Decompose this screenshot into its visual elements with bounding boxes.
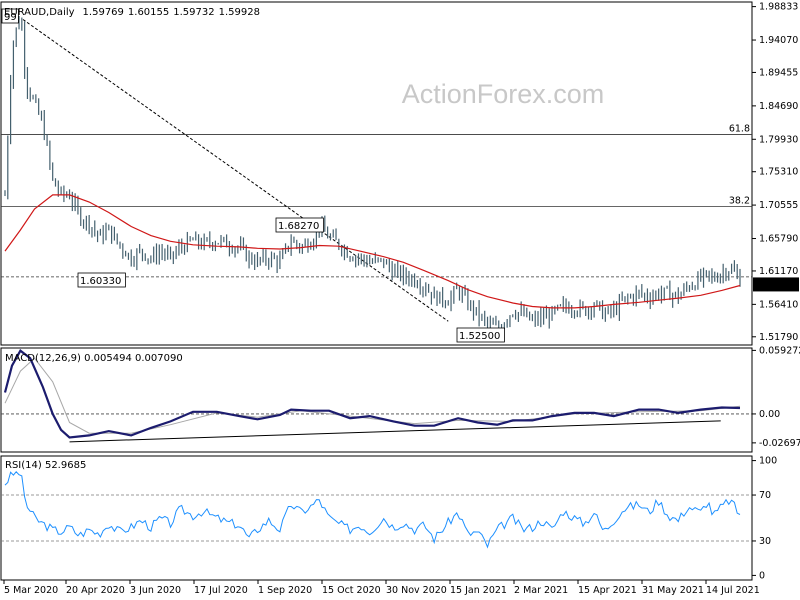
macd-tick-label: -0.026978 — [759, 438, 800, 449]
current-price-label: 1.59250 — [758, 280, 797, 291]
time-tick-label: 3 Jun 2020 — [130, 585, 181, 596]
callout-box — [1, 8, 19, 24]
price-trendline — [22, 19, 449, 322]
price-callouts: 1.68270 1.60330 1.52500 99 — [1, 8, 505, 343]
rsi-lines — [1, 471, 752, 549]
time-tick-label: 14 Jul 2021 — [706, 585, 760, 596]
price-lines — [4, 194, 741, 309]
macd-panel-frame — [0, 347, 753, 453]
rsi-tick-label: 0 — [759, 570, 765, 581]
price-bars — [4, 15, 741, 331]
callout-label: 1.68270 — [278, 221, 319, 232]
price-tick-label: 1.51790 — [759, 332, 798, 343]
macd-panel: 0.059272 0.00 -0.026978 MACD(12,26,9) 0.00… — [0, 345, 800, 453]
price-tick-label: 1.98833 — [759, 2, 798, 13]
macd-lines — [1, 349, 752, 443]
time-tick-label: 15 Oct 2020 — [322, 585, 381, 596]
chart-header: EURAUD,Daily 1.59769 1.60155 1.59732 1.59928 — [4, 7, 260, 18]
price-tick-label: 1.84690 — [759, 101, 798, 112]
price-panel: ActionForex.com 61.838.2 1.682701.603301… — [0, 1, 799, 346]
price-panel-frame — [0, 1, 753, 346]
rsi-panel: 100 70 30 0 RSI(14) 52.9685 — [0, 455, 777, 581]
ohlc-high: 1.60155 — [128, 7, 169, 18]
rsi-tick-label: 30 — [759, 536, 771, 547]
fib-label-61.8: 61.8 — [729, 123, 750, 134]
price-tick-label: 1.94070 — [759, 35, 798, 46]
callout-label: 1.60330 — [80, 276, 121, 287]
callout-box — [456, 327, 505, 343]
time-tick-label: 17 Jul 2020 — [194, 585, 248, 596]
time-tick-label: 31 May 2021 — [642, 585, 704, 596]
time-tick-label: 30 Nov 2020 — [386, 585, 447, 596]
current-price-box — [753, 277, 799, 292]
time-tick-label: 2 Mar 2021 — [514, 585, 568, 596]
macd-tick-label: 0.059272 — [759, 345, 800, 356]
macd-tick-label: 0.00 — [759, 409, 780, 420]
price-axis: 1.98833 1.94070 1.89455 1.84690 1.79930 1.753… — [752, 2, 799, 343]
watermark: ActionForex.com — [402, 79, 605, 109]
time-tick-label: 1 Sep 2020 — [258, 585, 312, 596]
macd-axis: 0.059272 0.00 -0.026978 — [752, 345, 800, 449]
price-tick-label: 1.70555 — [759, 200, 798, 211]
time-tick-label: 5 Mar 2020 — [4, 585, 58, 596]
rsi-label: RSI(14) 52.9685 — [5, 460, 86, 471]
fib-label-38.2: 38.2 — [729, 196, 750, 207]
symbol-label: EURAUD — [4, 7, 46, 18]
ohlc-open: 1.59769 — [83, 7, 124, 18]
rsi-panel-frame — [0, 455, 753, 581]
moving-average-line — [4, 194, 741, 309]
ohlc-close: 1.59928 — [219, 7, 260, 18]
callout-box — [275, 217, 324, 233]
price-tick-label: 1.56410 — [759, 299, 798, 310]
macd-trendline — [69, 420, 721, 443]
macd-frame-border — [0, 347, 753, 453]
rsi-tick-label: 100 — [759, 456, 777, 467]
price-tick-label: 1.89455 — [759, 67, 798, 78]
callout-box — [77, 272, 126, 288]
macd-label: MACD(12,26,9) 0.005494 0.007090 — [5, 353, 183, 364]
rsi-line — [4, 471, 741, 549]
time-tick-label: 15 Apr 2021 — [578, 585, 637, 596]
time-tick-label: 15 Jan 2021 — [450, 585, 507, 596]
callout-label: 99 — [4, 12, 17, 23]
ohlc-low: 1.59732 — [173, 7, 214, 18]
rsi-tick-label: 70 — [759, 490, 771, 501]
price-tick-label: 1.61170 — [759, 266, 798, 277]
macd-main-line — [3, 349, 741, 439]
time-tick-label: 20 Apr 2020 — [66, 585, 125, 596]
price-tick-label: 1.79930 — [759, 134, 798, 145]
callout-label: 1.52500 — [459, 331, 500, 342]
rsi-frame-border — [0, 455, 753, 581]
fib-levels: 61.8 38.2 — [1, 19, 752, 322]
time-axis: 5 Mar 2020 20 Apr 2020 3 Jun 2020 17 Jul 20… — [3, 580, 760, 596]
timeframe-label: Daily — [49, 7, 74, 18]
price-tick-label: 1.75310 — [759, 167, 798, 178]
price-frame-border — [0, 1, 753, 346]
rsi-axis: 100 70 30 0 — [752, 456, 777, 581]
price-tick-label: 1.65790 — [759, 234, 798, 245]
